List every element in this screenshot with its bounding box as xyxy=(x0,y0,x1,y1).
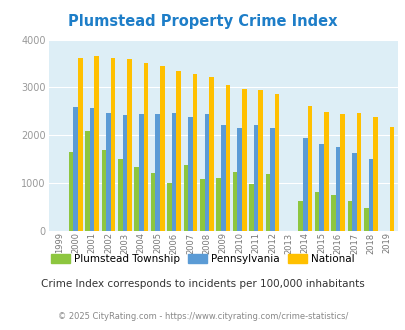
Bar xyxy=(319,145,323,231)
Bar xyxy=(351,152,356,231)
Bar xyxy=(176,71,181,231)
Bar xyxy=(209,78,213,231)
Bar xyxy=(204,114,209,231)
Bar xyxy=(314,192,319,231)
Bar xyxy=(127,59,132,231)
Bar xyxy=(269,128,274,231)
Bar xyxy=(253,125,258,231)
Bar xyxy=(90,108,94,231)
Bar xyxy=(335,147,339,231)
Bar xyxy=(298,201,302,231)
Bar xyxy=(155,114,160,231)
Bar xyxy=(200,179,204,231)
Bar xyxy=(330,195,335,231)
Bar xyxy=(363,208,368,231)
Bar xyxy=(73,107,78,231)
Bar xyxy=(78,58,83,231)
Bar xyxy=(372,117,377,231)
Legend: Plumstead Township, Pennsylvania, National: Plumstead Township, Pennsylvania, Nation… xyxy=(47,249,358,268)
Bar xyxy=(94,56,99,231)
Bar xyxy=(111,58,115,231)
Bar xyxy=(323,112,328,231)
Bar xyxy=(220,125,225,231)
Bar xyxy=(151,173,155,231)
Bar xyxy=(160,66,164,231)
Bar xyxy=(171,113,176,231)
Bar xyxy=(85,131,90,231)
Bar xyxy=(307,106,311,231)
Bar xyxy=(216,178,220,231)
Bar xyxy=(265,174,269,231)
Bar xyxy=(241,89,246,231)
Bar xyxy=(232,172,237,231)
Bar xyxy=(339,114,344,231)
Bar xyxy=(302,138,307,231)
Bar xyxy=(192,74,197,231)
Bar xyxy=(143,63,148,231)
Bar xyxy=(188,117,192,231)
Bar xyxy=(258,90,262,231)
Bar xyxy=(388,127,393,231)
Text: © 2025 CityRating.com - https://www.cityrating.com/crime-statistics/: © 2025 CityRating.com - https://www.city… xyxy=(58,312,347,321)
Bar xyxy=(225,85,230,231)
Bar xyxy=(101,150,106,231)
Bar xyxy=(106,113,111,231)
Bar xyxy=(237,128,241,231)
Bar xyxy=(356,113,360,231)
Bar xyxy=(69,152,73,231)
Bar xyxy=(347,201,351,231)
Bar xyxy=(249,184,253,231)
Bar xyxy=(122,115,127,231)
Bar xyxy=(274,94,279,231)
Bar xyxy=(368,159,372,231)
Bar xyxy=(183,165,188,231)
Bar xyxy=(134,167,139,231)
Bar xyxy=(167,183,171,231)
Bar xyxy=(139,114,143,231)
Text: Crime Index corresponds to incidents per 100,000 inhabitants: Crime Index corresponds to incidents per… xyxy=(41,279,364,289)
Text: Plumstead Property Crime Index: Plumstead Property Crime Index xyxy=(68,14,337,29)
Bar xyxy=(118,159,122,231)
